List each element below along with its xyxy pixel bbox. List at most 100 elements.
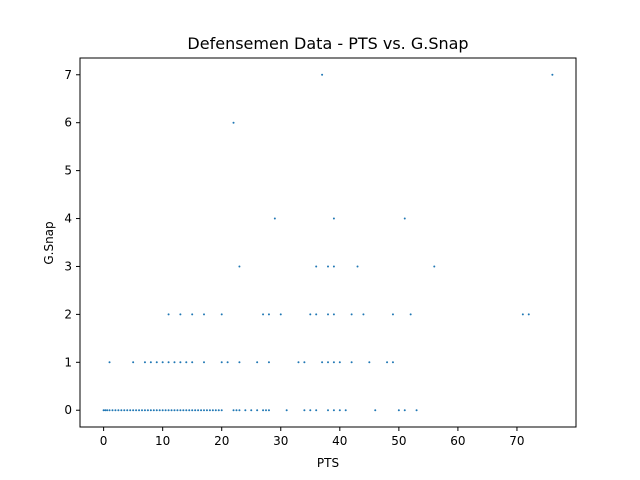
data-point [191,361,194,364]
data-point [185,361,188,364]
data-point [179,361,182,364]
x-axis-ticks: 0 10 20 30 40 50 60 70 [100,427,525,448]
data-point [244,409,247,412]
data-point [111,409,114,412]
chart-title: Defensemen Data - PTS vs. G.Snap [187,34,468,53]
y-tick-label: 2 [64,307,72,321]
data-point [527,313,530,316]
data-point [220,361,223,364]
data-point [188,409,191,412]
data-point [391,313,394,316]
x-tick-label: 70 [509,434,524,448]
data-point [191,409,194,412]
data-point [197,409,200,412]
data-point [203,361,205,364]
data-point [135,409,138,412]
data-point [315,265,318,268]
data-point [256,409,259,412]
data-point [327,265,329,268]
x-tick-label: 50 [391,434,406,448]
data-point [332,217,335,220]
y-tick-label: 0 [64,403,72,417]
data-point [238,409,241,412]
data-point [211,409,214,412]
y-tick-label: 5 [64,164,72,178]
data-point [114,409,117,412]
data-point [167,313,170,316]
data-point [303,409,306,412]
data-point [138,409,141,412]
data-points [102,73,554,412]
data-point [185,409,188,412]
data-point [164,409,167,412]
data-point [386,361,389,364]
data-point [279,313,282,316]
data-point [350,313,353,316]
data-point [262,313,265,316]
data-point [303,361,306,364]
data-point [397,409,400,412]
data-point [285,409,288,412]
data-point [161,409,164,412]
data-point [332,313,335,316]
data-point [120,409,123,412]
data-point [315,313,318,316]
data-point [149,361,152,364]
data-point [203,313,205,316]
data-point [309,313,312,316]
data-point [309,409,312,412]
data-point [146,409,149,412]
data-point [104,409,107,412]
data-point [205,409,208,412]
data-point [182,409,185,412]
data-point [409,313,412,316]
data-point [238,361,241,364]
data-point [332,361,335,364]
data-point [152,409,155,412]
y-axis-ticks: 0 1 2 3 4 5 6 7 [64,68,80,417]
y-tick-label: 6 [64,116,72,130]
data-point [315,409,318,412]
x-tick-label: 0 [100,434,108,448]
data-point [226,361,229,364]
data-point [235,409,238,412]
data-point [214,409,217,412]
data-point [256,361,259,364]
data-point [106,409,109,412]
data-point [155,409,158,412]
data-point [521,313,524,316]
data-point [551,73,554,76]
y-tick-label: 1 [64,355,72,369]
y-axis-label: G.Snap [42,221,56,264]
x-tick-label: 60 [450,434,465,448]
data-point [167,409,170,412]
data-point [161,361,164,364]
x-tick-label: 30 [273,434,288,448]
data-point [158,409,161,412]
data-point [344,409,347,412]
data-point [262,409,265,412]
data-point [123,409,126,412]
data-point [238,265,241,268]
y-tick-label: 7 [64,68,72,82]
data-point [173,409,176,412]
data-point [250,409,253,412]
data-point [149,409,152,412]
data-point [403,409,406,412]
data-point [132,409,135,412]
data-point [350,361,353,364]
data-point [143,361,146,364]
data-point [338,409,341,412]
data-point [362,313,365,316]
data-point [191,313,194,316]
data-point [108,409,111,412]
data-point [143,409,146,412]
data-point [220,409,223,412]
x-tick-label: 10 [155,434,170,448]
y-tick-label: 4 [64,212,72,226]
data-point [108,361,111,364]
data-point [200,409,203,412]
data-point [332,409,335,412]
x-tick-label: 20 [214,434,229,448]
